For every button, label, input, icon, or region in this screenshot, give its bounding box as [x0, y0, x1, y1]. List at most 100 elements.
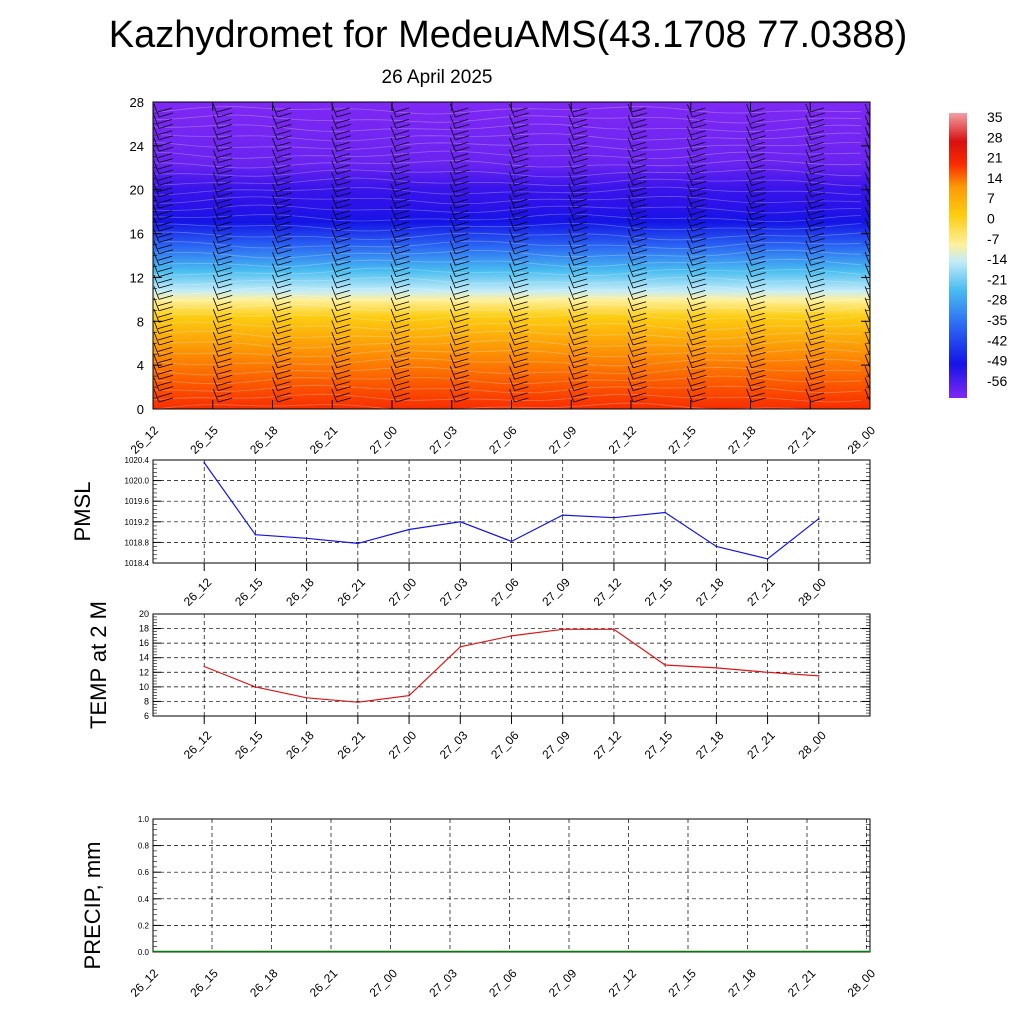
- wind-barb-flag: [631, 244, 647, 250]
- wind-barb-flag: [691, 347, 706, 352]
- y-tick-label: 8: [144, 696, 149, 706]
- wind-barb-flag: [336, 112, 351, 118]
- wind-barb-flag: [455, 386, 470, 391]
- wind-barb-flag: [277, 146, 292, 152]
- wind-barb-flag: [632, 135, 648, 141]
- wind-barb-staff: [331, 309, 338, 323]
- wind-barb-flag: [692, 295, 707, 300]
- wind-barb-flag: [514, 352, 529, 357]
- wind-barb-flag: [572, 267, 587, 272]
- wind-barb-staff: [627, 195, 634, 209]
- wind-barb-flag: [277, 215, 292, 220]
- wind-barb-flag: [751, 283, 766, 289]
- wind-barb-flag: [158, 135, 174, 141]
- wind-barb-staff: [153, 103, 160, 118]
- wind-barb-flag: [869, 299, 870, 300]
- wind-barb-staff: [331, 138, 338, 152]
- wind-barb-flag: [336, 181, 351, 186]
- wind-barb-flag: [395, 112, 411, 118]
- wind-barb-flag: [217, 301, 232, 307]
- wind-barb-flag: [751, 135, 766, 141]
- wind-barb-flag: [158, 226, 174, 232]
- data-point: [664, 511, 666, 514]
- wind-barb-staff: [746, 343, 752, 357]
- wind-barb-flag: [336, 192, 351, 198]
- wind-barb-flag: [157, 267, 173, 272]
- wind-barb-flag: [336, 283, 351, 289]
- wind-barb-flag: [632, 238, 648, 243]
- wind-barb-flag: [868, 327, 870, 329]
- x-tick-label: 26_18: [283, 728, 317, 762]
- x-tick-label: 26_12: [181, 728, 215, 762]
- wind-barb-flag: [455, 329, 470, 334]
- wind-barb-staff: [746, 217, 752, 232]
- wind-barb-flag: [454, 198, 469, 204]
- wind-barb-flag: [573, 340, 588, 346]
- wind-barb-flag: [572, 187, 587, 193]
- x-tick-label: 26_18: [283, 575, 317, 609]
- wind-barb-flag: [277, 397, 292, 403]
- wind-barb-flag: [751, 124, 766, 129]
- wind-barb-flag: [218, 112, 233, 118]
- wind-barb-flag: [869, 378, 870, 379]
- wind-barb-staff: [449, 195, 456, 209]
- wind-barb-flag: [394, 381, 410, 386]
- wind-barb-staff: [331, 195, 338, 209]
- wind-barb-flag: [868, 134, 870, 136]
- wind-barb-flag: [157, 198, 173, 204]
- wind-barb-staff: [686, 240, 693, 254]
- wind-barb-flag: [218, 386, 233, 391]
- wind-barb-flag: [394, 130, 410, 136]
- wind-barb-flag: [809, 301, 824, 307]
- wind-barb-flag: [513, 164, 528, 170]
- wind-barb-flag: [157, 347, 173, 352]
- wind-barb-flag: [632, 181, 648, 186]
- wind-barb-flag: [514, 260, 529, 266]
- wind-barb-staff: [568, 149, 575, 163]
- wind-barb-staff: [686, 206, 693, 220]
- wind-barb-flag: [868, 168, 870, 170]
- wind-barb-flag: [810, 374, 825, 380]
- wind-barb-flag: [631, 221, 647, 227]
- y-tick-label: 0.6: [138, 868, 150, 877]
- contour-line: [153, 357, 862, 367]
- wind-barb-flag: [276, 369, 291, 375]
- wind-barb-flag: [573, 363, 588, 369]
- wind-barb-staff: [746, 206, 752, 220]
- wind-barb-flag: [217, 107, 232, 113]
- wind-barb-flag: [217, 381, 232, 386]
- wind-barb-flag: [868, 179, 870, 181]
- y-tick-label: 1020.4: [125, 456, 150, 465]
- wind-barbs: [153, 103, 870, 403]
- wind-barb-flag: [277, 238, 292, 243]
- wind-barb-flag: [158, 283, 174, 289]
- wind-barb-flag: [572, 164, 587, 170]
- wind-barb-staff: [509, 206, 515, 220]
- wind-barb-flag: [157, 335, 173, 341]
- wind-barb-flag: [691, 187, 706, 193]
- wind-barb-flag: [631, 312, 647, 318]
- wind-barb-flag: [157, 392, 173, 398]
- wind-barb-flag: [810, 272, 825, 277]
- wind-barb-flag: [809, 335, 824, 341]
- wind-barb-flag: [157, 324, 173, 329]
- wind-barb-flag: [513, 153, 528, 158]
- wind-barb-flag: [513, 255, 528, 261]
- wind-barb-flag: [277, 181, 292, 186]
- wind-barb-staff: [212, 206, 219, 220]
- wind-barb-flag: [869, 196, 870, 197]
- wind-barb-flag: [750, 255, 765, 261]
- wind-barb-flag: [572, 210, 587, 215]
- wind-barb-flag: [750, 107, 765, 113]
- wind-barb-flag: [868, 248, 870, 250]
- wind-barb-flag: [335, 210, 350, 215]
- y-axis-label: PRECIP, mm: [80, 842, 105, 970]
- wind-barb-flag: [631, 369, 647, 375]
- colorbar-label: -28: [987, 292, 1007, 308]
- data-point: [715, 667, 718, 669]
- wind-barb-flag: [513, 198, 528, 204]
- wind-barb-staff: [568, 115, 575, 129]
- wind-barb-flag: [809, 233, 824, 238]
- wind-barb-flag: [277, 192, 292, 198]
- wind-barb-staff: [272, 377, 278, 391]
